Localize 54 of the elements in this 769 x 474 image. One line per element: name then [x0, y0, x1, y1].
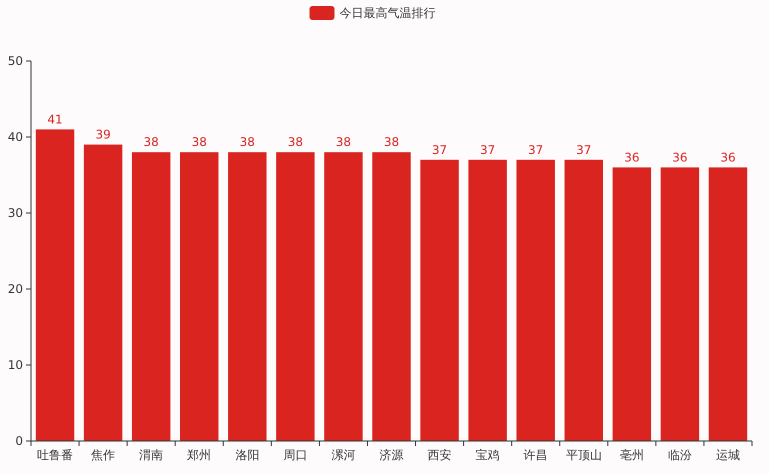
x-tick-label: 漯河	[331, 448, 356, 462]
data-label: 38	[144, 135, 159, 150]
x-tick-label: 亳州	[620, 448, 644, 462]
x-tick-label: 运城	[716, 448, 740, 462]
data-label: 38	[192, 135, 207, 150]
x-tick-label: 宝鸡	[476, 448, 500, 462]
x-tick-label: 洛阳	[235, 448, 260, 462]
data-label: 41	[47, 112, 63, 126]
bar	[708, 167, 748, 441]
x-tick-label: 平顶山	[566, 448, 602, 462]
今日最高气温排行: 41 39 38 38 38 38 38 38 37 37 37 37 36 36 36	[36, 112, 748, 441]
bar	[276, 152, 315, 441]
x-tick-label: 许昌	[524, 448, 548, 462]
x-tick-label: 临汾	[668, 448, 692, 462]
x-tick-label: 郑州	[187, 448, 212, 462]
x-tick-label: 西安	[428, 448, 452, 462]
data-label: 36	[624, 150, 640, 164]
bar	[132, 152, 170, 441]
data-label: 36	[720, 150, 736, 164]
data-label: 37	[432, 142, 448, 157]
y-tick-label: 0	[15, 434, 23, 448]
data-label: 38	[240, 135, 255, 150]
data-label: 38	[336, 135, 352, 150]
y-tick-label: 20	[8, 282, 23, 296]
bar	[516, 160, 555, 441]
bar	[228, 152, 267, 441]
bar	[84, 144, 122, 441]
bar	[660, 167, 700, 441]
y-tick-label: 40	[8, 130, 23, 144]
x-tick-label: 渭南	[139, 448, 164, 462]
bar	[36, 129, 74, 441]
y-tick-label: 50	[8, 54, 23, 68]
legend-label: 今日最高气温排行	[340, 6, 436, 20]
bar	[564, 160, 603, 441]
data-label: 37	[480, 142, 496, 157]
data-label: 37	[528, 142, 544, 157]
x-tick-label: 周口	[283, 448, 308, 462]
data-label: 39	[95, 128, 111, 142]
x-tick-label: 济源	[380, 448, 404, 462]
data-label: 38	[384, 135, 400, 150]
data-label: 38	[288, 135, 304, 150]
bar	[180, 152, 218, 441]
y-tick-label: 30	[8, 206, 23, 220]
bar	[420, 160, 459, 441]
legend: 今日最高气温排行	[310, 6, 436, 20]
bar	[612, 167, 652, 441]
bar	[372, 152, 411, 441]
x-tick-label: 焦作	[91, 448, 116, 462]
bar	[324, 152, 363, 441]
data-label: 37	[576, 142, 592, 157]
bar	[468, 160, 507, 441]
data-label: 36	[672, 150, 688, 164]
y-tick-label: 10	[8, 358, 23, 372]
x-tick-label: 吐鲁番	[37, 448, 74, 462]
